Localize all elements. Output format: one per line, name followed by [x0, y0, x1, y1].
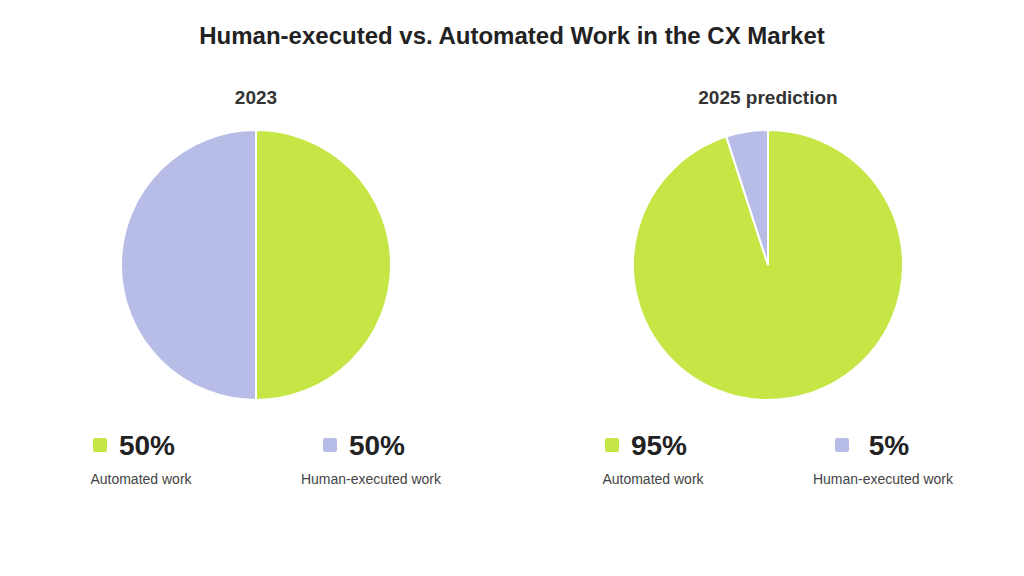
data-label: 50%: [349, 430, 405, 461]
data-label: 95%: [631, 430, 687, 461]
category-label: Human-executed work: [301, 471, 442, 487]
slices: [121, 130, 391, 400]
category-label: Automated work: [90, 471, 192, 487]
pie-label-item: 5% Human-executed work: [813, 430, 954, 487]
pie-title: 2025 prediction: [698, 87, 837, 108]
pie-slice: [121, 130, 256, 400]
pie-label-item: 50% Human-executed work: [301, 430, 442, 487]
chart-canvas: Human-executed vs. Automated Work in the…: [0, 0, 1024, 576]
pie-label-item: 50% Automated work: [90, 430, 192, 487]
pie-slice: [256, 130, 391, 400]
pie-chart: 2025 prediction 95% Automated work 5% Human-…: [602, 87, 954, 487]
data-label: 50%: [119, 430, 175, 461]
legend-swatch: [605, 438, 619, 452]
pie-title: 2023: [235, 87, 277, 108]
slices: [633, 130, 903, 400]
category-label: Automated work: [602, 471, 704, 487]
legend-swatch: [835, 438, 849, 452]
main-title: Human-executed vs. Automated Work in the…: [199, 22, 824, 49]
background: [0, 0, 1024, 576]
category-label: Human-executed work: [813, 471, 954, 487]
pie-slice: [726, 130, 768, 265]
legend-swatch: [93, 438, 107, 452]
legend-swatch: [323, 438, 337, 452]
pie-slice: [633, 130, 903, 400]
data-label: 5%: [869, 430, 910, 461]
pie-chart: 2023 50% Automated work 50% Human-executed w…: [90, 87, 442, 487]
pie-label-item: 95% Automated work: [602, 430, 704, 487]
